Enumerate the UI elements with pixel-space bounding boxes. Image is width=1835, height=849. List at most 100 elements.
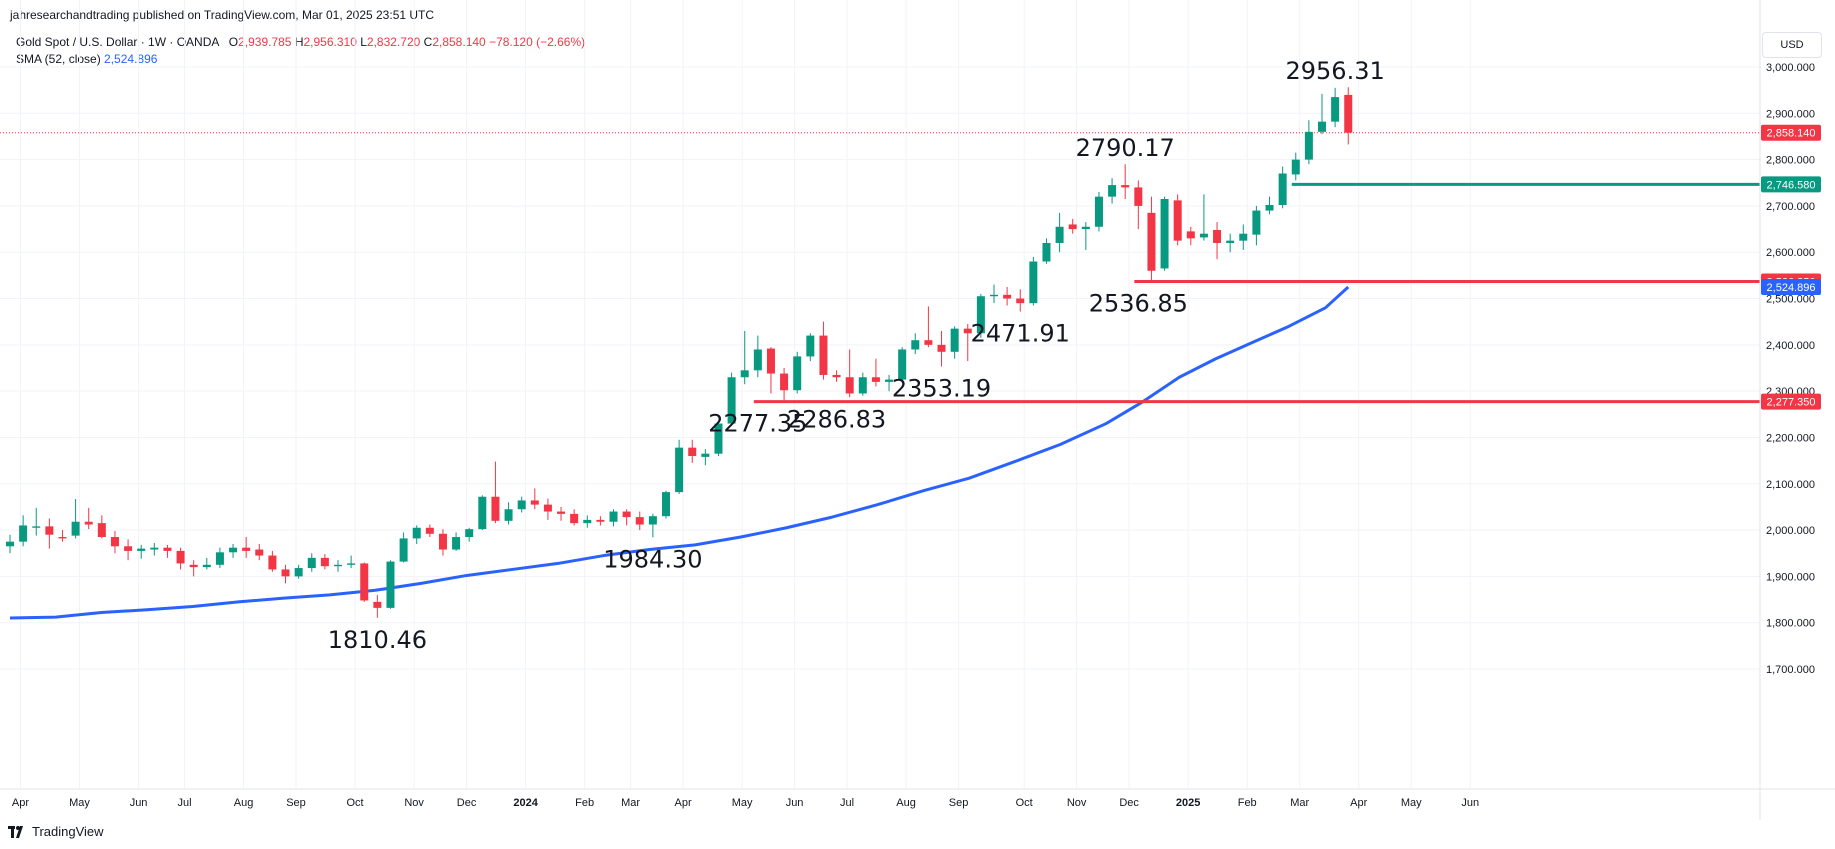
candle[interactable] [19,515,28,547]
candle[interactable] [1331,87,1340,128]
candle[interactable] [58,530,67,542]
candle[interactable] [478,495,487,531]
candle[interactable] [425,524,434,538]
candle[interactable] [215,547,224,569]
candle[interactable] [557,506,566,521]
candle[interactable] [202,557,211,570]
candle[interactable] [1121,164,1130,199]
candle[interactable] [150,543,159,556]
candle[interactable] [320,554,329,570]
candle[interactable] [1226,233,1235,253]
symbol-title[interactable]: Gold Spot / U.S. Dollar · 1W · OANDA [16,35,219,49]
candle[interactable] [281,564,290,584]
candle[interactable] [1029,256,1038,306]
candle[interactable] [1042,238,1051,264]
price-annotation[interactable]: 2353.19 [892,375,991,403]
candle[interactable] [622,509,631,526]
candle[interactable] [386,560,395,609]
candle[interactable] [675,439,684,494]
candle[interactable] [806,333,815,362]
candle[interactable] [399,532,408,563]
candle[interactable] [963,324,972,362]
candle[interactable] [1003,286,1012,306]
candle[interactable] [504,502,513,525]
sma-line[interactable] [9,285,1350,620]
price-annotation[interactable]: 2790.17 [1076,134,1175,162]
candle[interactable] [911,333,920,355]
candle[interactable] [97,515,106,539]
candle[interactable] [793,351,802,394]
candle[interactable] [1199,194,1208,241]
candle[interactable] [1291,152,1300,181]
candle[interactable] [242,537,251,558]
candle[interactable] [871,358,880,387]
candle[interactable] [727,372,736,426]
candle[interactable] [255,543,264,561]
candle[interactable] [990,284,998,304]
candle[interactable] [543,498,552,520]
candle[interactable] [229,543,238,558]
candle[interactable] [885,374,894,392]
candle[interactable] [294,564,303,579]
candle[interactable] [858,372,867,396]
candle[interactable] [1108,178,1117,204]
candle[interactable] [832,370,841,382]
candle[interactable] [163,544,172,558]
candle[interactable] [714,421,723,456]
candle[interactable] [583,515,592,528]
candle[interactable] [688,439,697,463]
candle[interactable] [635,511,644,531]
candle[interactable] [124,539,133,561]
candle[interactable] [950,326,959,359]
candle[interactable] [924,306,933,348]
candle[interactable] [596,516,605,526]
currency-button[interactable]: USD [1762,32,1822,58]
candle[interactable] [898,347,907,382]
candle[interactable] [268,550,277,572]
candle[interactable] [701,449,710,466]
candle[interactable] [976,293,985,338]
candle[interactable] [491,461,500,524]
candle[interactable] [1081,222,1090,250]
candle[interactable] [662,490,670,519]
price-annotation[interactable]: 2536.85 [1089,289,1188,317]
candle[interactable] [1265,196,1274,215]
price-annotation[interactable]: 1810.46 [328,626,427,654]
candle[interactable] [1134,180,1143,230]
candle[interactable] [1304,120,1313,165]
candle[interactable] [819,321,828,380]
candle[interactable] [1094,192,1103,232]
candle[interactable] [307,553,316,572]
footer-brand[interactable]: TradingView [32,824,104,839]
candle[interactable] [648,513,657,538]
candle[interactable] [530,488,539,510]
candle[interactable] [1186,226,1195,246]
price-annotation[interactable]: 2277.35 [708,410,807,438]
price-annotation[interactable]: 2956.31 [1285,57,1384,85]
candle[interactable] [753,335,762,378]
candle[interactable] [1239,224,1248,250]
candle[interactable] [189,560,198,577]
candle[interactable] [1213,222,1222,260]
candle[interactable] [1055,212,1064,253]
candle[interactable] [137,544,146,559]
candle[interactable] [1318,93,1326,135]
candle[interactable] [1344,87,1353,145]
candle[interactable] [452,532,461,551]
candle[interactable] [780,368,789,402]
candle[interactable] [609,509,618,527]
candle[interactable] [845,349,854,398]
candle[interactable] [334,560,342,572]
candle[interactable] [1147,196,1156,282]
candle[interactable] [110,531,119,554]
candle[interactable] [1016,289,1025,312]
candle[interactable] [32,507,41,536]
candle[interactable] [937,330,946,367]
candle[interactable] [465,527,474,542]
price-annotation[interactable]: 2286.83 [787,405,886,433]
candle[interactable] [1160,196,1169,271]
candle[interactable] [45,518,54,549]
candle[interactable] [373,594,382,618]
candle[interactable] [6,534,14,554]
